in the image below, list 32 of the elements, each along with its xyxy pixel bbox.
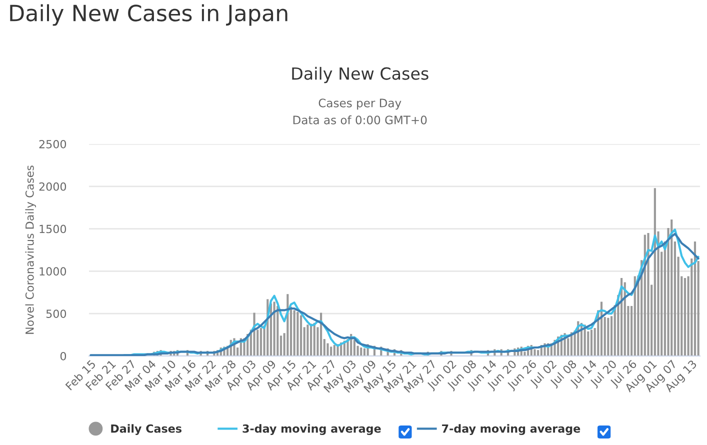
bar bbox=[694, 242, 696, 356]
y-axis-title: Novel Coronavirus Daily Cases bbox=[25, 166, 36, 334]
bar bbox=[296, 312, 299, 356]
bar bbox=[647, 233, 650, 356]
bar bbox=[306, 324, 309, 356]
legend-label: Daily Cases bbox=[111, 424, 182, 435]
bar bbox=[607, 318, 610, 356]
bar bbox=[300, 315, 302, 356]
bar bbox=[670, 219, 673, 356]
y-tick-label: 1500 bbox=[40, 224, 66, 234]
y-tick-label: 2500 bbox=[39, 140, 66, 148]
bar bbox=[590, 330, 593, 356]
bar bbox=[534, 349, 536, 356]
bar bbox=[360, 348, 362, 356]
legend-label: 7-day moving average bbox=[442, 424, 580, 435]
bar bbox=[273, 302, 276, 356]
y-tick-label: 0 bbox=[60, 352, 66, 360]
bar bbox=[260, 328, 262, 356]
chart-title: Daily New Cases in Japan bbox=[10, 4, 288, 26]
bar bbox=[293, 310, 296, 356]
bar bbox=[654, 188, 656, 356]
text: Cases per Day bbox=[318, 98, 402, 110]
chart-subtitle: Daily New Cases bbox=[292, 66, 428, 84]
y-tick-label: 1000 bbox=[40, 267, 66, 276]
y-tick-label: 2000 bbox=[39, 182, 66, 191]
bar bbox=[684, 278, 686, 356]
bar bbox=[333, 344, 336, 356]
text: Data as of 0:00 GMT+0 bbox=[293, 115, 427, 124]
y-tick-label: 500 bbox=[46, 310, 66, 318]
legend-label: 3-day moving average bbox=[242, 424, 381, 435]
bar bbox=[330, 346, 332, 356]
bar bbox=[326, 343, 329, 356]
